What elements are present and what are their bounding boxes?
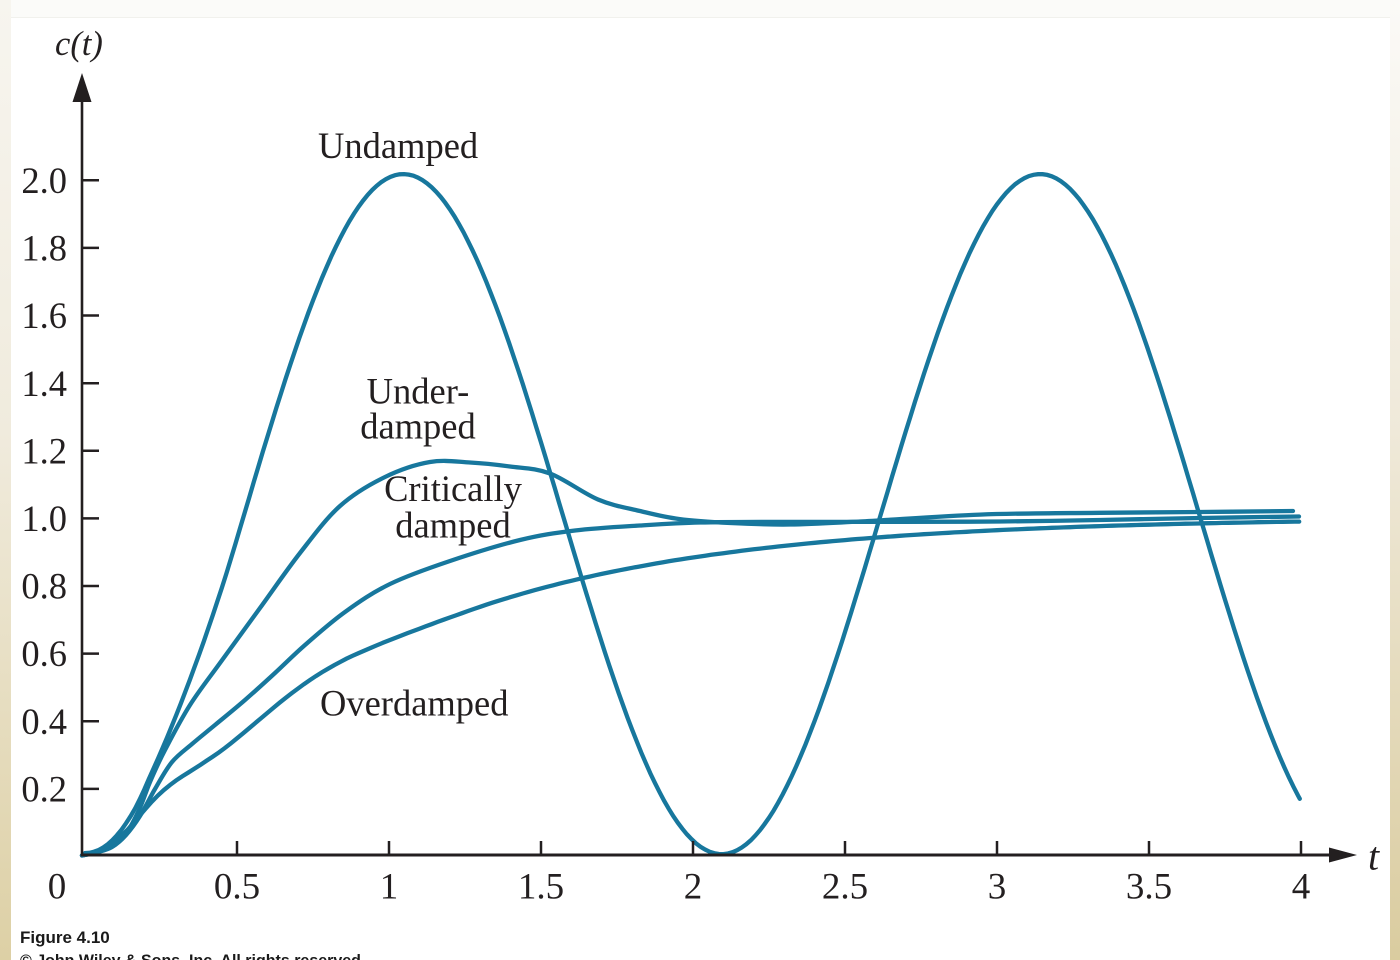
svg-text:0.8: 0.8 (21, 566, 67, 607)
svg-text:1.6: 1.6 (21, 295, 67, 336)
svg-text:2.0: 2.0 (21, 160, 67, 201)
svg-text:0.5: 0.5 (214, 867, 260, 908)
svg-text:1.8: 1.8 (21, 228, 67, 269)
svg-text:© John Wiley & Sons, Inc. All: © John Wiley & Sons, Inc. All rights res… (20, 953, 365, 960)
svg-text:3.5: 3.5 (1126, 867, 1172, 908)
svg-text:0.2: 0.2 (21, 769, 67, 810)
svg-text:1: 1 (380, 867, 399, 908)
svg-text:0: 0 (48, 867, 67, 908)
svg-text:1.4: 1.4 (21, 363, 67, 404)
svg-text:2: 2 (684, 867, 703, 908)
svg-text:1.2: 1.2 (21, 430, 67, 471)
svg-text:3: 3 (988, 867, 1007, 908)
svg-text:1.5: 1.5 (518, 867, 564, 908)
svg-text:2.5: 2.5 (822, 867, 868, 908)
svg-text:Critically: Critically (384, 468, 523, 509)
svg-text:damped: damped (395, 505, 511, 546)
svg-text:c(t): c(t) (55, 25, 103, 63)
svg-text:0.4: 0.4 (21, 701, 67, 742)
svg-text:t: t (1368, 834, 1380, 879)
svg-text:damped: damped (360, 406, 476, 447)
svg-text:Figure 4.10: Figure 4.10 (20, 928, 110, 947)
svg-text:Undamped: Undamped (318, 125, 478, 166)
svg-text:Overdamped: Overdamped (320, 683, 509, 724)
svg-text:1.0: 1.0 (21, 498, 67, 539)
svg-text:Under-: Under- (367, 371, 470, 412)
svg-text:0.6: 0.6 (21, 633, 67, 674)
svg-text:4: 4 (1292, 867, 1311, 908)
